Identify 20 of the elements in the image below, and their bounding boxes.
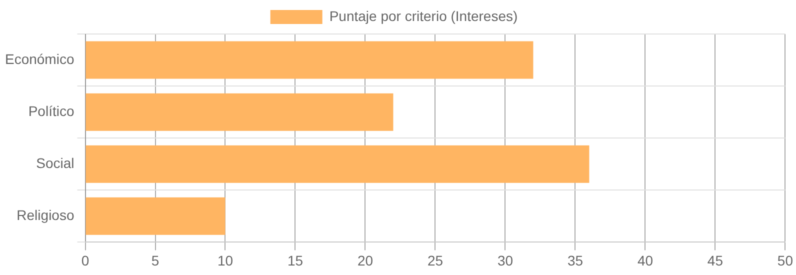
x-tick-label: 35	[567, 252, 584, 268]
y-tick-label: Político	[28, 102, 74, 119]
y-tick-label: Religioso	[16, 207, 74, 224]
x-tick-label: 50	[777, 252, 794, 268]
x-tick-label: 15	[287, 252, 304, 268]
x-tick-label: 25	[427, 252, 444, 268]
bar	[86, 93, 394, 131]
x-tick-label: 30	[497, 252, 514, 268]
y-tick-label: Económico	[4, 50, 74, 67]
x-tick-label: 20	[357, 252, 374, 268]
bar	[86, 41, 534, 79]
legend-label: Puntaje por criterio (Intereses)	[329, 8, 518, 24]
x-tick-label: 0	[81, 252, 90, 268]
y-tick-label: Social	[36, 154, 74, 171]
x-tick-label: 45	[707, 252, 724, 268]
x-tick-label: 40	[637, 252, 654, 268]
bar	[86, 145, 590, 183]
x-tick-label: 5	[151, 252, 160, 268]
x-tick-label: 10	[217, 252, 234, 268]
bar	[86, 197, 226, 235]
